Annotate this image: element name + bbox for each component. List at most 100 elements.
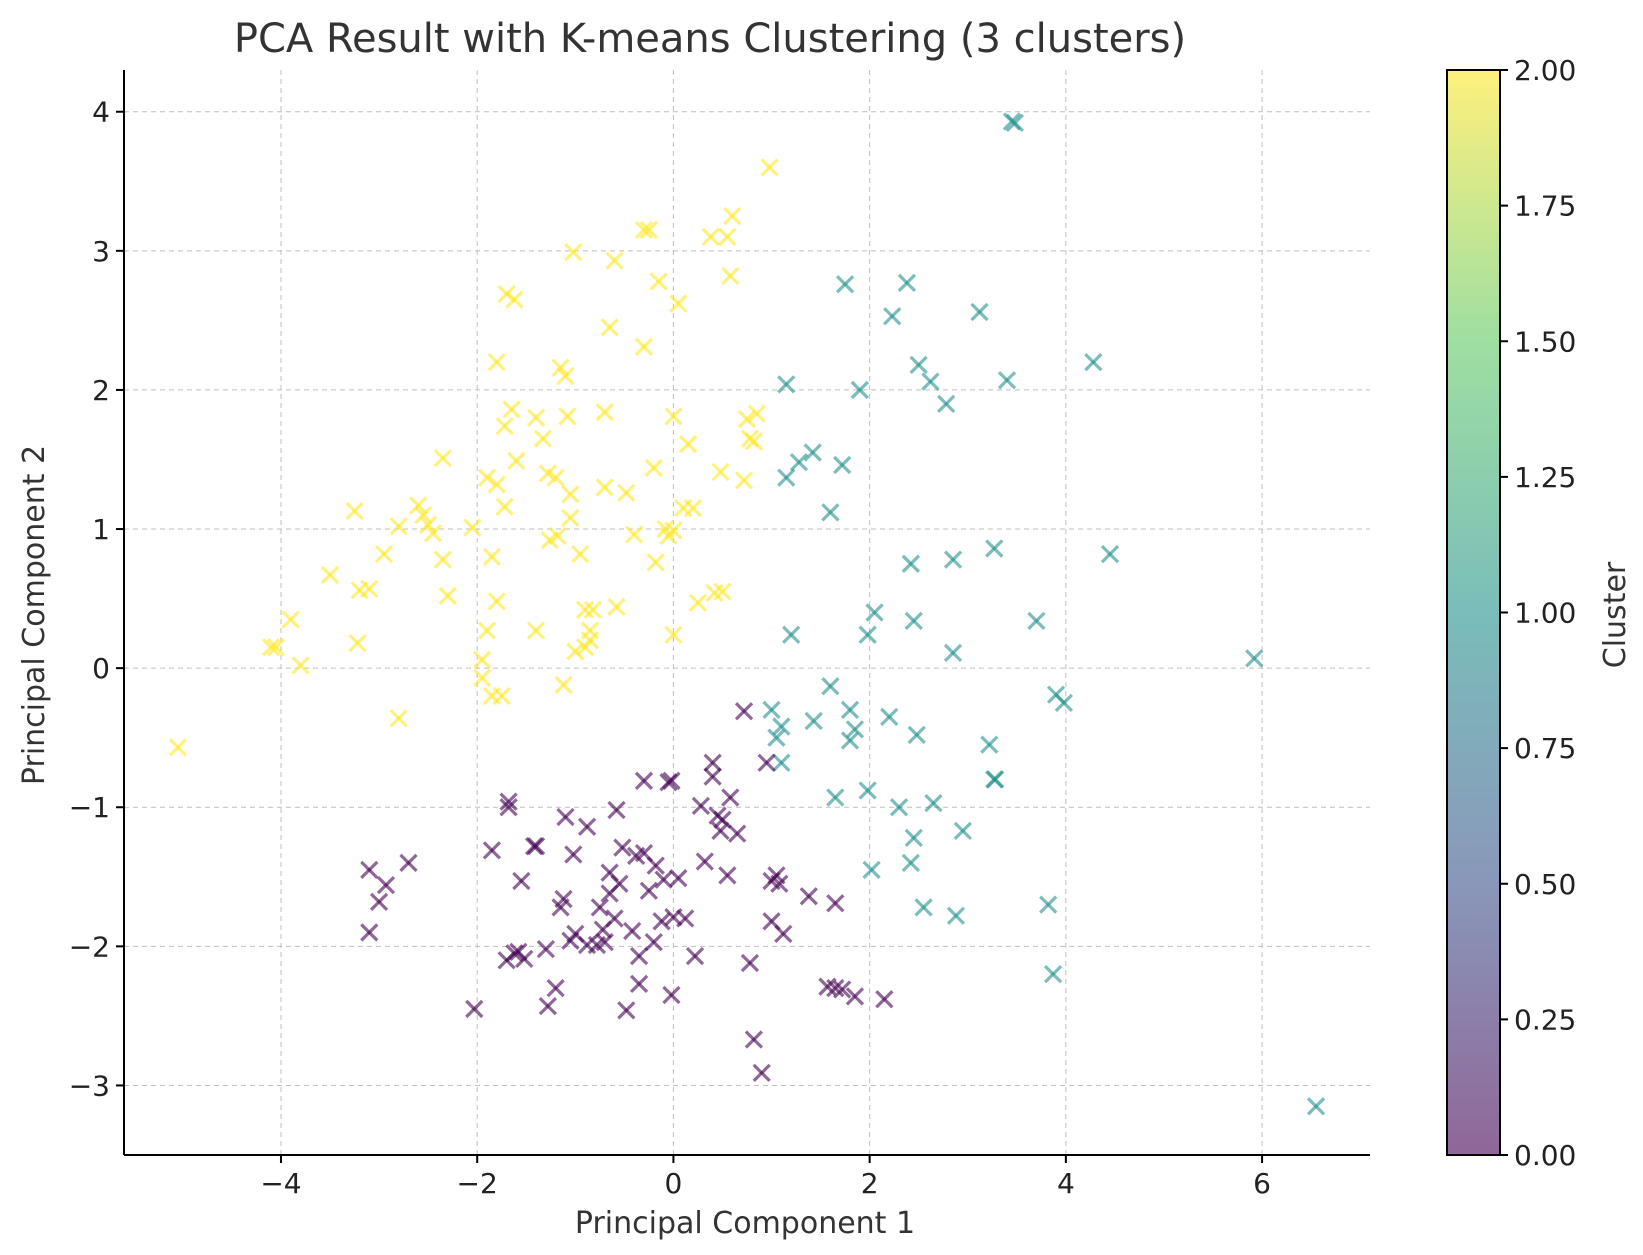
marker-stroke <box>701 227 720 247</box>
marker-stroke <box>985 539 1004 558</box>
marker-stroke <box>943 643 963 662</box>
data-point <box>477 468 497 487</box>
marker-stroke <box>487 475 506 494</box>
marker-stroke <box>505 944 524 963</box>
marker-stroke <box>679 435 698 454</box>
y-tick-label: −1 <box>69 791 110 824</box>
data-point <box>907 725 926 745</box>
data-point <box>634 220 654 240</box>
marker-stroke <box>575 600 595 619</box>
data-point <box>558 407 577 426</box>
marker-stroke <box>970 302 989 322</box>
marker-stroke <box>399 853 418 873</box>
marker-stroke <box>554 889 573 909</box>
marker-stroke <box>590 898 609 917</box>
data-point <box>804 711 823 731</box>
data-point <box>943 643 963 662</box>
marker-stroke <box>799 887 818 906</box>
marker-stroke <box>728 824 747 843</box>
data-point <box>833 980 852 999</box>
data-point <box>740 953 760 973</box>
data-point <box>997 371 1017 390</box>
marker-stroke <box>1084 352 1103 372</box>
data-point <box>414 505 433 525</box>
marker-stroke <box>409 496 428 515</box>
marker-stroke <box>901 554 920 573</box>
data-point <box>345 501 364 521</box>
marker-stroke <box>747 404 766 423</box>
data-point <box>482 547 502 566</box>
x-tick-label: −4 <box>260 1167 301 1200</box>
data-point <box>782 625 801 644</box>
data-point <box>734 702 754 721</box>
marker-stroke <box>600 863 619 882</box>
marker-stroke <box>487 352 506 372</box>
marker-stroke <box>566 924 585 943</box>
data-point <box>904 611 923 630</box>
data-point <box>580 631 600 650</box>
data-point <box>465 999 484 1019</box>
data-point <box>281 610 300 629</box>
marker-stroke <box>538 997 557 1016</box>
x-tick-label: 4 <box>1057 1167 1075 1200</box>
marker-stroke <box>533 429 553 448</box>
data-point <box>1100 544 1120 564</box>
marker-stroke <box>662 985 681 1005</box>
data-point <box>770 874 789 893</box>
data-point <box>652 912 671 931</box>
marker-stroke <box>617 1001 636 1020</box>
data-point <box>548 526 567 546</box>
colorbar-tick-label: 2.00 <box>1514 54 1576 87</box>
data-point <box>376 876 396 895</box>
data-point <box>921 372 940 391</box>
data-point <box>629 946 649 966</box>
marker-stroke <box>711 462 730 482</box>
data-point <box>291 656 310 675</box>
marker-stroke <box>634 337 654 356</box>
y-tick-label: 0 <box>92 652 110 685</box>
data-point <box>595 478 614 497</box>
data-point <box>590 898 609 917</box>
data-point <box>419 515 438 534</box>
chart-title: PCA Result with K-means Clustering (3 cl… <box>234 16 1186 62</box>
marker-stroke <box>546 978 565 998</box>
data-point <box>512 871 531 891</box>
data-point <box>721 266 740 286</box>
data-point <box>937 394 956 413</box>
marker-stroke <box>980 735 999 754</box>
marker-stroke <box>477 468 497 487</box>
data-point <box>634 771 654 790</box>
marker-stroke <box>721 266 740 286</box>
data-point <box>889 798 909 817</box>
data-point <box>607 597 626 617</box>
data-point <box>835 275 855 294</box>
data-point <box>980 735 999 754</box>
marker-stroke <box>564 845 583 864</box>
marker-stroke <box>262 638 281 657</box>
data-point <box>492 686 511 706</box>
y-axis-label: Principal Component 2 <box>17 445 52 785</box>
data-point <box>953 821 972 841</box>
data-point <box>654 870 673 889</box>
points-layer <box>168 112 1326 1116</box>
marker-stroke <box>744 1030 763 1049</box>
data-point <box>526 621 546 640</box>
marker-stroke <box>376 876 396 895</box>
data-point <box>772 753 791 772</box>
marker-stroke <box>713 582 732 601</box>
data-point <box>507 451 526 471</box>
marker-stroke <box>804 711 823 731</box>
data-point <box>497 284 516 304</box>
marker-stroke <box>723 206 742 226</box>
marker-stroke <box>1245 649 1264 668</box>
marker-stroke <box>818 977 837 996</box>
marker-stroke <box>595 403 614 422</box>
marker-stroke <box>505 290 524 309</box>
data-point <box>487 352 506 372</box>
data-point <box>723 206 742 226</box>
data-point <box>664 521 683 540</box>
marker-stroke <box>782 625 801 644</box>
marker-stroke <box>1039 895 1058 914</box>
data-point <box>858 781 877 800</box>
